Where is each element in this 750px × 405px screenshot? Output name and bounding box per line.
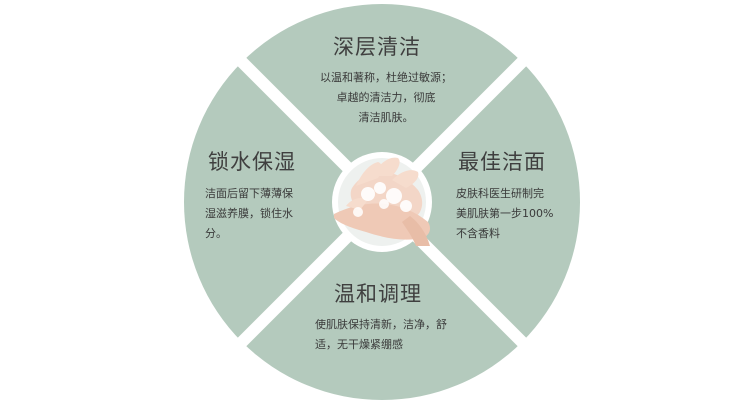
quadrant-left-line: 湿滋养膜，锁住水: [205, 207, 293, 220]
quadrant-top-title: 深层清洁: [333, 35, 421, 59]
quadrant-right-line: 皮肤科医生研制完: [456, 187, 544, 200]
quadrant-top-line: 以温和著称，杜绝过敏源；: [320, 71, 452, 84]
quadrant-right-line: 美肌肤第一步100%: [456, 207, 554, 220]
quadrant-bottom-title: 温和调理: [334, 282, 422, 306]
quadrant-right-line: 不含香料: [456, 227, 500, 240]
quadrant-bottom-description: 使肌肤保持清新，洁净，舒 适，无干燥紧绷感: [315, 315, 465, 355]
quadrant-left-description: 洁面后留下薄薄保 湿滋养膜，锁住水 分。: [205, 184, 315, 244]
quadrant-top-line: 清洁肌肤。: [358, 111, 414, 124]
quadrant-right-title: 最佳洁面: [458, 150, 546, 174]
quadrant-left-line: 洁面后留下薄薄保: [205, 187, 293, 200]
quadrant-bottom-line: 使肌肤保持清新，洁净，舒: [315, 318, 447, 331]
quadrant-right-description: 皮肤科医生研制完 美肌肤第一步100% 不含香料: [456, 184, 566, 244]
quadrant-left-line: 分。: [205, 227, 227, 240]
quadrant-bottom-line: 适，无干燥紧绷感: [315, 338, 403, 351]
quadrant-top-description: 以温和著称，杜绝过敏源； 卓越的清洁力，彻底 清洁肌肤。: [311, 68, 461, 128]
quadrant-top-line: 卓越的清洁力，彻底: [336, 91, 436, 104]
quadrant-left-title: 锁水保湿: [208, 150, 296, 174]
hands-washing-icon: [334, 157, 430, 246]
